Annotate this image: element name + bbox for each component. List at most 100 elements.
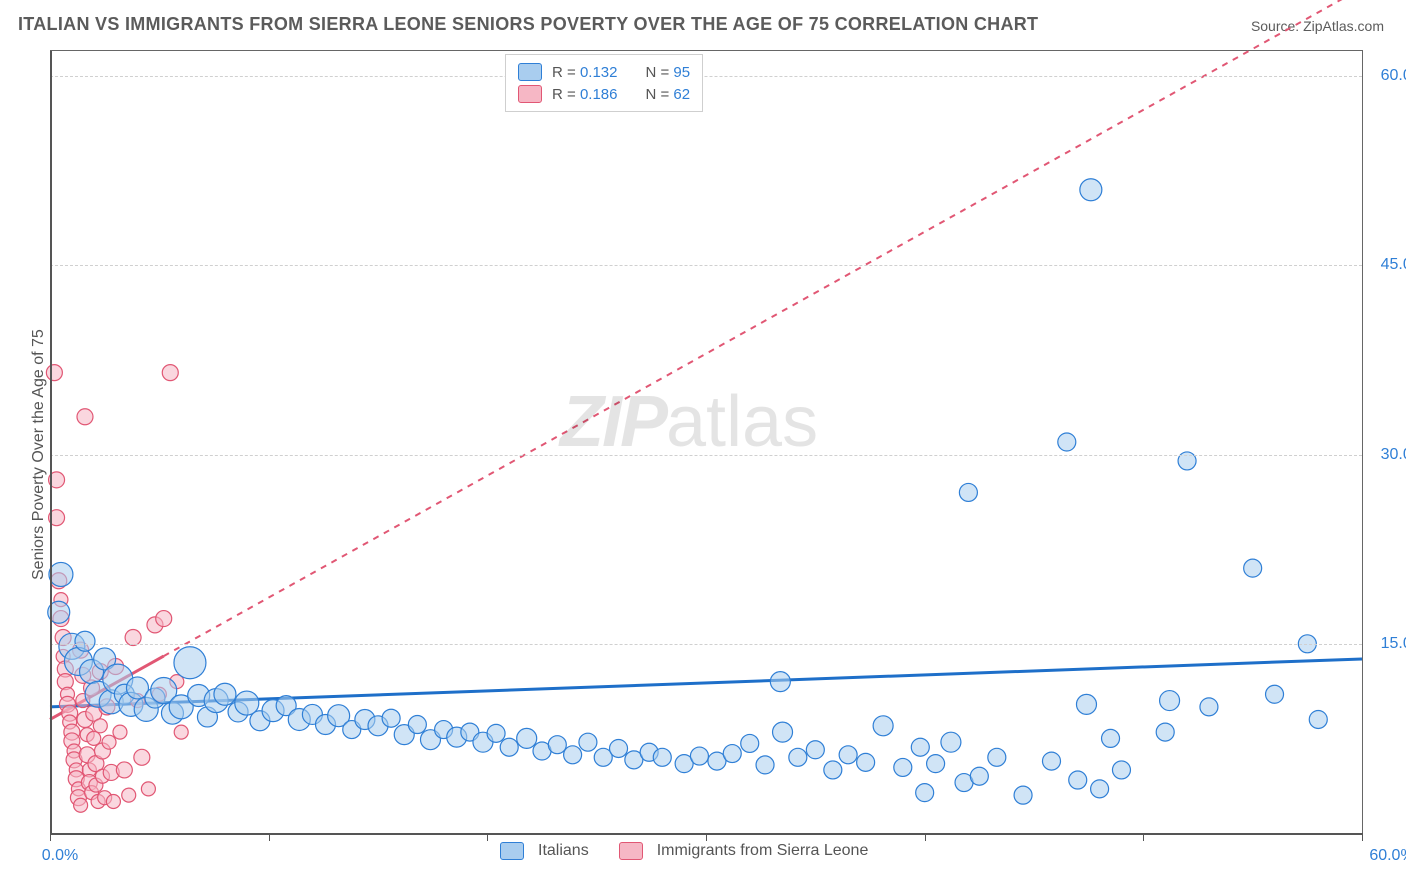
data-point-italians xyxy=(773,722,793,742)
stats-legend-row: R = 0.186 N = 62 xyxy=(518,83,690,105)
data-point-italians xyxy=(1058,433,1076,451)
data-point-sierra_leone xyxy=(113,725,127,739)
data-point-sierra_leone xyxy=(77,409,93,425)
data-point-italians xyxy=(839,746,857,764)
legend-label: Italians xyxy=(538,842,589,860)
data-point-italians xyxy=(1080,179,1102,201)
data-point-sierra_leone xyxy=(93,719,107,733)
r-value: 0.186 xyxy=(580,86,618,103)
data-point-italians xyxy=(970,767,988,785)
gridline xyxy=(50,455,1362,456)
legend-label: Immigrants from Sierra Leone xyxy=(657,842,869,860)
data-point-italians xyxy=(1244,559,1262,577)
data-point-sierra_leone xyxy=(122,788,136,802)
data-point-italians xyxy=(653,748,671,766)
data-point-italians xyxy=(174,647,206,679)
data-point-italians xyxy=(723,745,741,763)
data-point-italians xyxy=(916,784,934,802)
data-point-italians xyxy=(741,734,759,752)
trend-line-sierra_leone-dashed xyxy=(164,0,1362,656)
data-point-italians xyxy=(1309,710,1327,728)
r-label: R = 0.132 xyxy=(552,64,617,81)
data-point-sierra_leone xyxy=(162,365,178,381)
data-point-italians xyxy=(548,736,566,754)
data-point-italians xyxy=(770,672,790,692)
data-point-italians xyxy=(75,631,95,651)
gridline xyxy=(50,265,1362,266)
x-max-label: 60.0% xyxy=(1369,847,1406,865)
data-point-italians xyxy=(959,483,977,501)
data-point-sierra_leone xyxy=(174,725,188,739)
n-label: N = 62 xyxy=(645,86,690,103)
source-attribution: Source: ZipAtlas.com xyxy=(1251,18,1384,34)
data-point-italians xyxy=(941,732,961,752)
data-point-sierra_leone xyxy=(156,611,172,627)
y-tick-label: 60.0% xyxy=(1381,67,1406,85)
stats-legend: R = 0.132 N = 95 R = 0.186 N = 62 xyxy=(505,54,703,112)
data-point-italians xyxy=(1266,685,1284,703)
y-tick-label: 15.0% xyxy=(1381,635,1406,653)
n-value: 62 xyxy=(673,86,690,103)
plot-area: ZIPatlas 15.0%30.0%45.0%60.0%0.0%60.0% xyxy=(50,50,1363,833)
data-point-sierra_leone xyxy=(74,798,88,812)
data-point-italians xyxy=(789,748,807,766)
x-origin-label: 0.0% xyxy=(42,847,78,865)
x-axis-line xyxy=(50,833,1362,835)
data-point-italians xyxy=(1076,694,1096,714)
y-tick-label: 30.0% xyxy=(1381,446,1406,464)
data-point-italians xyxy=(500,738,518,756)
data-point-sierra_leone xyxy=(46,365,62,381)
legend-swatch xyxy=(500,842,524,860)
n-value: 95 xyxy=(673,64,690,81)
data-point-italians xyxy=(1160,691,1180,711)
gridline xyxy=(50,76,1362,77)
legend-swatch xyxy=(518,63,542,81)
data-point-sierra_leone xyxy=(116,762,132,778)
y-axis-line xyxy=(50,51,52,833)
data-point-italians xyxy=(214,683,236,705)
legend-swatch xyxy=(619,842,643,860)
chart-title: ITALIAN VS IMMIGRANTS FROM SIERRA LEONE … xyxy=(18,14,1038,35)
data-point-italians xyxy=(756,756,774,774)
data-point-italians xyxy=(1200,698,1218,716)
y-axis-title: Seniors Poverty Over the Age of 75 xyxy=(30,329,48,580)
data-point-sierra_leone xyxy=(102,735,116,749)
data-point-italians xyxy=(911,738,929,756)
x-tick xyxy=(1362,833,1363,841)
data-point-italians xyxy=(806,741,824,759)
data-point-italians xyxy=(382,709,400,727)
plot-svg xyxy=(50,51,1362,833)
stats-legend-row: R = 0.132 N = 95 xyxy=(518,61,690,83)
data-point-italians xyxy=(1102,729,1120,747)
data-point-italians xyxy=(1069,771,1087,789)
data-point-italians xyxy=(857,753,875,771)
data-point-italians xyxy=(927,755,945,773)
series-legend: Italians Immigrants from Sierra Leone xyxy=(500,842,884,860)
data-point-italians xyxy=(894,758,912,776)
data-point-italians xyxy=(610,739,628,757)
data-point-italians xyxy=(1112,761,1130,779)
data-point-sierra_leone xyxy=(106,794,120,808)
data-point-sierra_leone xyxy=(141,782,155,796)
gridline xyxy=(50,644,1362,645)
data-point-italians xyxy=(873,716,893,736)
r-label: R = 0.186 xyxy=(552,86,617,103)
data-point-italians xyxy=(49,562,73,586)
data-point-italians xyxy=(487,724,505,742)
data-point-italians xyxy=(1014,786,1032,804)
data-point-italians xyxy=(1091,780,1109,798)
legend-swatch xyxy=(518,85,542,103)
y-tick-label: 45.0% xyxy=(1381,256,1406,274)
data-point-italians xyxy=(1156,723,1174,741)
data-point-italians xyxy=(1042,752,1060,770)
data-point-italians xyxy=(564,746,582,764)
data-point-italians xyxy=(517,728,537,748)
r-value: 0.132 xyxy=(580,64,618,81)
data-point-italians xyxy=(824,761,842,779)
data-point-italians xyxy=(690,747,708,765)
data-point-italians xyxy=(579,733,597,751)
data-point-italians xyxy=(408,716,426,734)
n-label: N = 95 xyxy=(645,64,690,81)
data-point-sierra_leone xyxy=(87,731,101,745)
data-point-sierra_leone xyxy=(134,749,150,765)
